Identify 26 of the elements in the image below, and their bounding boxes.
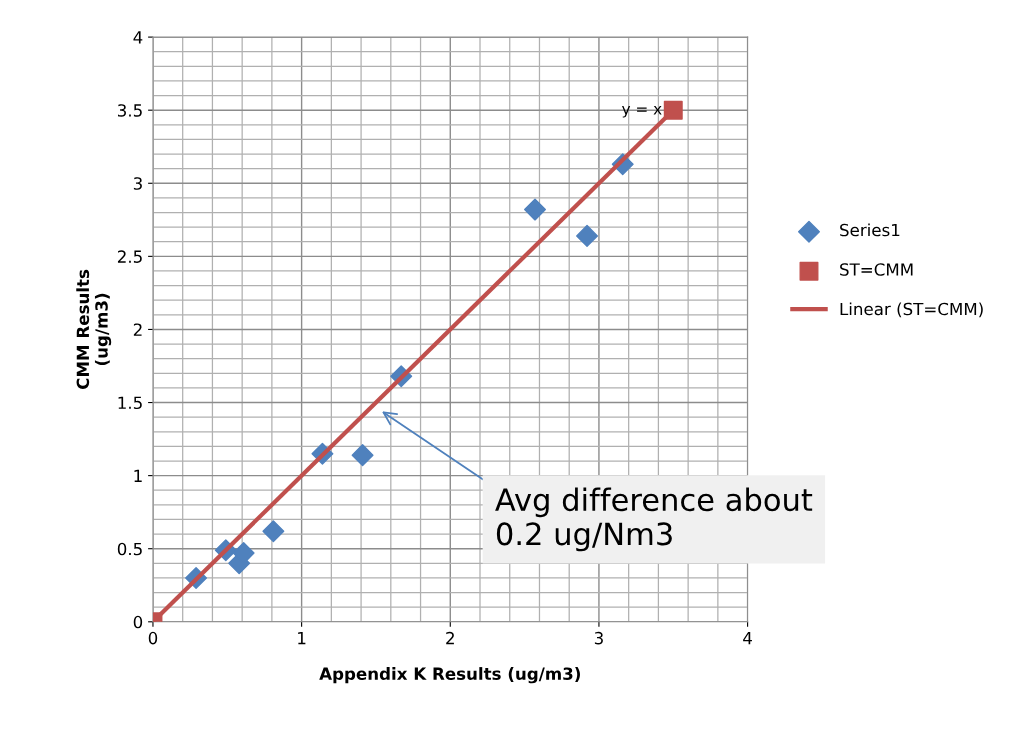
y-tick-label: 4 [133,31,143,44]
y-tick-label: 0.5 [117,542,142,556]
x-tick-label: 1 [298,632,306,645]
point [351,444,374,467]
y-tick-label: 3 [133,177,142,190]
legend-label: Linear (ST=CMM) [840,302,983,318]
point [262,520,285,543]
annotation: Avg difference about 0.2 ug/Nm3 [495,487,813,552]
y-tick-label: 2 [133,323,142,336]
y-tick-label: 1 [134,469,142,482]
point [576,224,599,247]
x-axis-title: Appendix K Results (ug/m3) [319,667,580,684]
x-tick-label: 4 [743,632,752,645]
x-tick-label: 3 [594,631,603,645]
x-tick-label: 0 [148,631,158,645]
x-tick-label: 2 [446,631,454,645]
point [524,198,547,221]
y-axis-title: CMM Results (ug/m3) [76,269,112,389]
y-tick-label: 0 [133,615,143,629]
legend-label: ST=CMM [840,263,913,276]
y-tick-label: 1.5 [118,396,142,410]
legend-label: Series1 [840,223,900,237]
annotation: y = x [622,106,662,118]
y-tick-label: 3.5 [118,104,142,117]
y-tick-label: 2.5 [117,250,142,263]
point [663,100,683,120]
